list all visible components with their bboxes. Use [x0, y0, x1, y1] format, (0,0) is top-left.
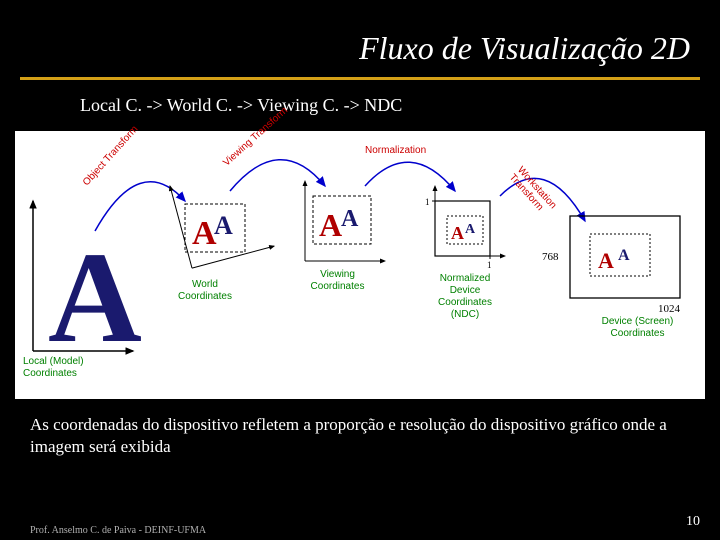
- svg-text:A: A: [319, 207, 342, 243]
- svg-text:1: 1: [425, 197, 430, 207]
- footer-text: As coordenadas do dispositivo refletem a…: [0, 399, 720, 458]
- arc-label-normalization: Normalization: [365, 145, 426, 156]
- svg-text:A: A: [341, 206, 359, 232]
- stage-label-device: Device (Screen)Coordinates: [590, 316, 685, 340]
- stage-label-world: WorldCoordinates: [170, 279, 240, 303]
- svg-text:A: A: [465, 222, 476, 237]
- stage-label-local: Local (Model)Coordinates: [23, 356, 113, 380]
- stage-label-ndc: NormalizedDeviceCoordinates(NDC): [425, 273, 505, 321]
- divider: [20, 77, 700, 80]
- device-height-label: 768: [542, 251, 559, 263]
- diagram-svg: A A A A A 1 1: [15, 131, 705, 399]
- svg-text:A: A: [451, 223, 464, 243]
- device-width-label: 1024: [658, 303, 681, 315]
- svg-text:A: A: [48, 226, 142, 370]
- svg-text:A: A: [598, 248, 614, 273]
- pipeline-diagram: A A A A A 1 1: [15, 131, 705, 399]
- slide-subtitle: Local C. -> World C. -> Viewing C. -> ND…: [0, 95, 720, 116]
- slide-title: Fluxo de Visualização 2D: [0, 0, 720, 77]
- author-credit: Prof. Anselmo C. de Paiva - DEINF-UFMA: [30, 525, 206, 536]
- stage-label-viewing: ViewingCoordinates: [300, 269, 375, 293]
- svg-text:A: A: [618, 247, 630, 264]
- slide-number: 10: [686, 514, 700, 530]
- svg-text:1: 1: [487, 260, 492, 270]
- svg-text:A: A: [214, 211, 233, 240]
